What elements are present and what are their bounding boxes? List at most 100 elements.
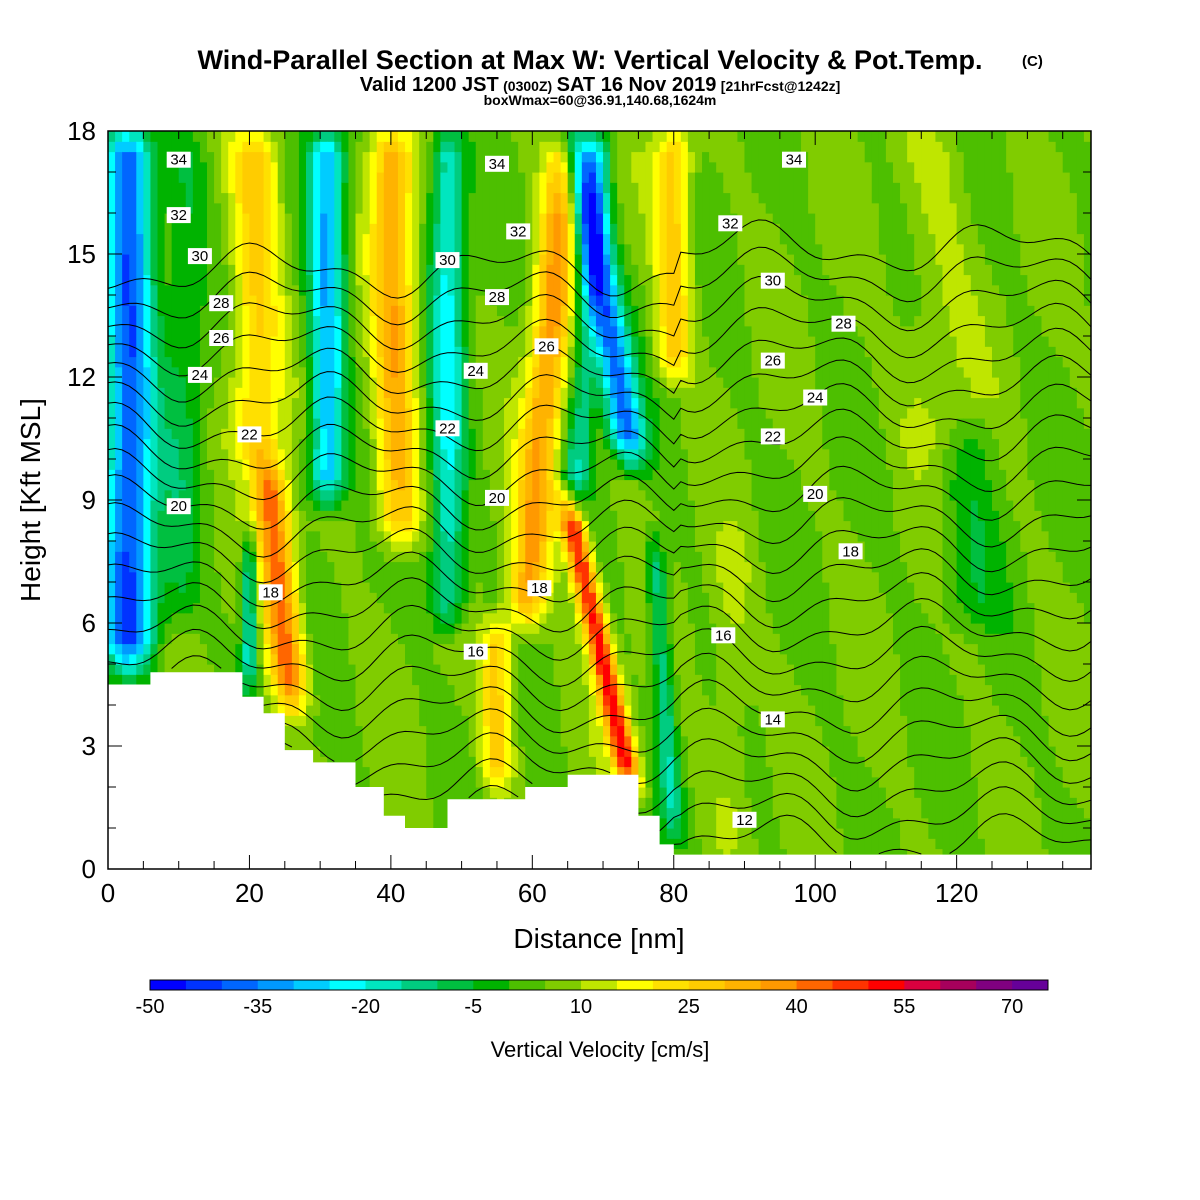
heat-cell bbox=[624, 459, 632, 470]
heat-cell bbox=[638, 684, 647, 727]
theta-contour bbox=[108, 383, 1091, 452]
heat-cell bbox=[1013, 233, 1021, 358]
heat-cell bbox=[822, 274, 830, 450]
heat-cell bbox=[744, 131, 753, 173]
heat-cell bbox=[171, 582, 180, 614]
heat-cell bbox=[567, 541, 576, 552]
heat-cell bbox=[1006, 500, 1014, 583]
subtitle-valid: Valid 1200 JST bbox=[360, 74, 499, 96]
heat-cell bbox=[1062, 787, 1071, 869]
heat-cell bbox=[341, 131, 350, 153]
heat-cell bbox=[518, 356, 526, 399]
heat-cell bbox=[574, 459, 583, 481]
heat-cell bbox=[419, 387, 427, 491]
heat-cell bbox=[242, 213, 251, 306]
heat-cell bbox=[291, 694, 300, 706]
heat-cell bbox=[419, 131, 427, 224]
heat-cell bbox=[567, 172, 576, 194]
heat-cell bbox=[645, 787, 654, 798]
heat-cell bbox=[1006, 172, 1014, 327]
title-mark: (C) bbox=[1022, 53, 1043, 70]
heat-cell bbox=[397, 151, 406, 306]
heat-cell bbox=[928, 448, 937, 624]
heat-cell bbox=[143, 366, 152, 440]
heat-cell bbox=[553, 356, 562, 388]
theta-label: 32 bbox=[166, 207, 191, 224]
heat-cell bbox=[652, 397, 661, 470]
colorbar-swatch bbox=[796, 980, 833, 990]
heat-cell bbox=[617, 715, 625, 727]
heat-cell bbox=[1041, 336, 1050, 532]
heat-cell bbox=[482, 787, 491, 809]
heat-cell bbox=[1027, 479, 1036, 604]
heat-cell bbox=[256, 582, 265, 624]
svg-text:28: 28 bbox=[835, 316, 852, 333]
heat-cell bbox=[595, 131, 604, 142]
heat-cell bbox=[108, 151, 116, 337]
heat-cell bbox=[532, 172, 540, 265]
heat-cell bbox=[320, 510, 328, 522]
colorbar-swatch bbox=[257, 980, 295, 990]
heat-cell bbox=[1048, 131, 1057, 142]
heat-cell bbox=[574, 612, 583, 624]
heat-cell bbox=[567, 551, 576, 563]
heat-cell bbox=[454, 633, 463, 706]
heat-cell bbox=[871, 387, 880, 573]
heat-cell bbox=[419, 551, 427, 727]
colorbar-swatch bbox=[545, 980, 582, 990]
heat-cell bbox=[454, 131, 463, 153]
heat-cell bbox=[242, 459, 251, 481]
heat-cell bbox=[574, 602, 583, 614]
heat-cell bbox=[298, 131, 307, 296]
heat-cell bbox=[977, 243, 986, 317]
heat-cell bbox=[1055, 151, 1064, 358]
heat-cell bbox=[511, 633, 519, 747]
heat-cell bbox=[567, 448, 576, 481]
heat-cell bbox=[150, 653, 159, 675]
heat-cell bbox=[108, 643, 116, 655]
heat-cell bbox=[758, 725, 767, 869]
heat-cell bbox=[383, 541, 392, 563]
heat-cell bbox=[984, 397, 993, 429]
heat-cell bbox=[829, 489, 838, 645]
heat-cell bbox=[518, 612, 526, 624]
heat-cell bbox=[355, 131, 364, 142]
svg-text:18: 18 bbox=[531, 580, 548, 597]
heat-cell bbox=[440, 612, 449, 624]
heat-cell bbox=[475, 766, 484, 788]
heat-cell bbox=[164, 582, 173, 624]
heat-cell bbox=[581, 500, 590, 511]
heat-cell bbox=[284, 213, 293, 296]
heat-cell bbox=[666, 366, 675, 378]
heat-cell bbox=[518, 571, 526, 604]
heat-cell bbox=[963, 274, 972, 378]
heat-cell bbox=[1076, 602, 1085, 809]
heat-cell bbox=[652, 530, 661, 552]
heat-cell bbox=[567, 602, 576, 798]
heat-cell bbox=[1076, 131, 1085, 235]
heat-cell bbox=[751, 131, 760, 194]
heat-cell bbox=[496, 787, 505, 809]
heat-cell bbox=[638, 787, 647, 798]
heat-cell bbox=[228, 479, 236, 624]
heat-cell bbox=[178, 612, 187, 634]
heat-cell bbox=[631, 407, 639, 429]
heat-cell bbox=[624, 274, 632, 306]
heat-cell bbox=[921, 213, 929, 409]
heat-cell bbox=[390, 377, 399, 481]
heat-cell bbox=[652, 274, 661, 358]
heat-cell bbox=[532, 561, 540, 593]
heat-cell bbox=[723, 612, 731, 798]
heat-cell bbox=[164, 623, 173, 645]
heat-cell bbox=[256, 541, 265, 563]
heat-cell bbox=[511, 602, 519, 624]
heat-cell bbox=[249, 151, 258, 296]
heat-cell bbox=[617, 633, 625, 665]
heat-cell bbox=[638, 151, 647, 214]
theta-label: 30 bbox=[760, 272, 785, 290]
heat-cell bbox=[921, 612, 929, 819]
heat-cell bbox=[270, 479, 279, 491]
heat-cell bbox=[907, 407, 915, 470]
theta-label: 22 bbox=[760, 428, 785, 445]
theta-label: 20 bbox=[485, 489, 509, 507]
